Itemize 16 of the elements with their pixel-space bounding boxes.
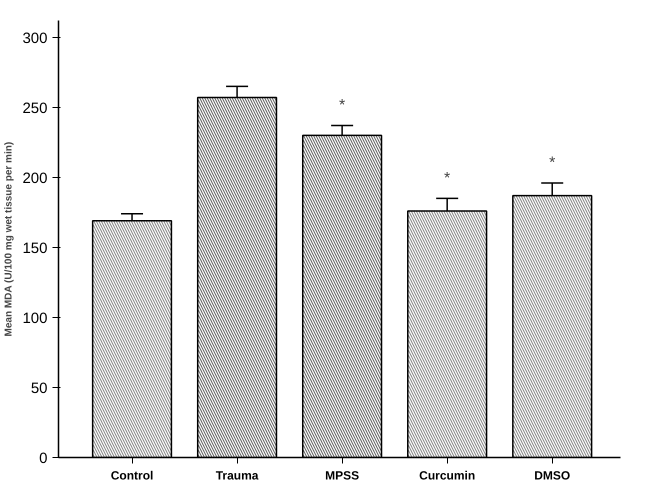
y-tick-label: 300: [22, 30, 48, 47]
y-tick-label: 50: [30, 380, 48, 397]
y-tick-label: 250: [22, 100, 48, 117]
annotation: *: [339, 97, 346, 114]
y-tick-label: 0: [39, 450, 48, 467]
annotation: *: [549, 154, 556, 172]
x-tick-label: MPSS: [325, 468, 360, 482]
x-tick-label: Trauma: [216, 468, 259, 482]
y-tick-label: 200: [22, 170, 48, 187]
x-tick-label: Curcumin: [419, 468, 476, 482]
annotation: *: [444, 170, 450, 187]
x-tick-label: DMSO: [534, 468, 570, 482]
y-tick-label: 100: [22, 310, 48, 327]
y-tick-label: 150: [22, 240, 48, 257]
x-tick-label: Control: [110, 468, 154, 482]
y-axis-title: Mean MDA (U/100 mg wet tissue per min): [3, 142, 14, 337]
